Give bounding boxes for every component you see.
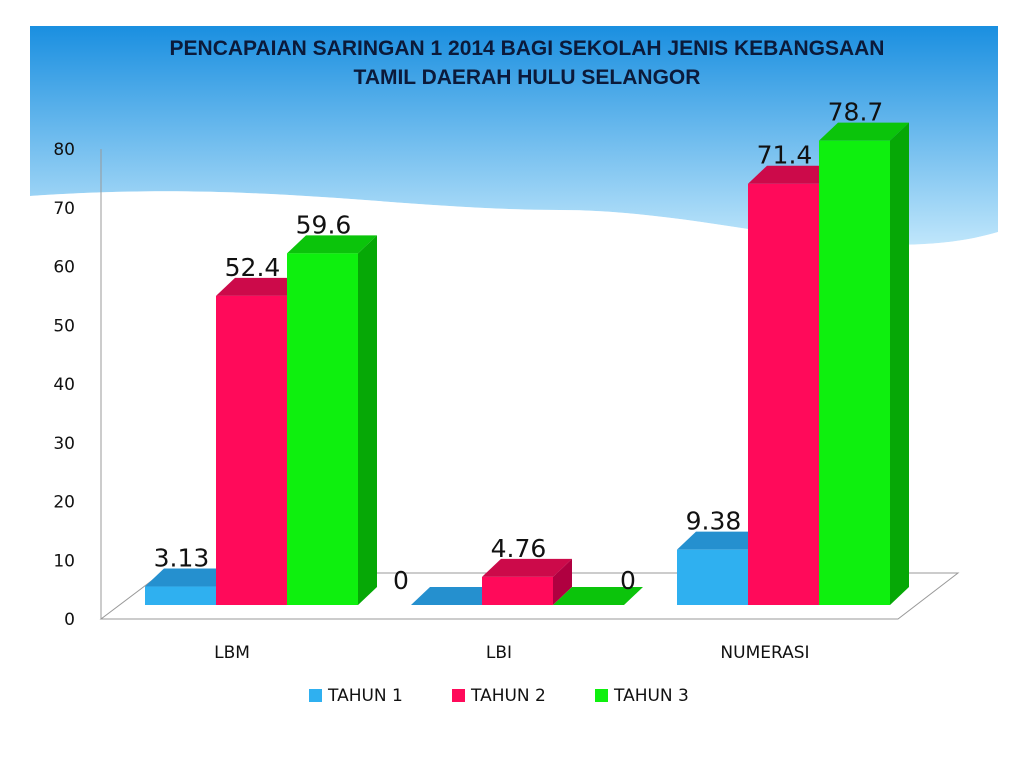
legend-swatch: [452, 689, 465, 702]
bar-front: [677, 549, 748, 605]
legend-item: TAHUN 2: [452, 686, 546, 706]
chart-title-line-1: PENCAPAIAN SARINGAN 1 2014 BAGI SEKOLAH …: [170, 37, 885, 60]
bar-front: [145, 586, 216, 605]
legend: TAHUN 1 TAHUN 2 TAHUN 3: [309, 686, 689, 706]
legend-item: TAHUN 1: [309, 686, 403, 706]
bar-top: [287, 235, 377, 254]
bar-front: [216, 295, 287, 605]
data-label: 52.4: [225, 253, 281, 282]
x-axis: LBM LBI NUMERASI: [214, 643, 809, 663]
bar-front: [482, 576, 553, 605]
y-axis: 0 10 20 30 40 50 60 70 80: [53, 140, 102, 630]
bar-tahun-3-lbi: [553, 587, 643, 605]
bar-top: [411, 587, 501, 605]
bar-front: [819, 140, 890, 606]
x-tick-label: LBI: [486, 643, 512, 663]
bar-tahun-1-lbi: [411, 587, 501, 605]
bar-tahun-1-lbm: [145, 568, 235, 605]
bar-side: [553, 558, 572, 605]
bar-top: [677, 531, 767, 550]
bar-top: [553, 587, 643, 605]
bar-tahun-3-numerasi: [819, 122, 909, 606]
legend-item: TAHUN 3: [595, 686, 689, 706]
bar-front: [287, 253, 358, 606]
bars: [145, 122, 909, 606]
x-tick-label: NUMERASI: [720, 643, 809, 663]
bar-top: [748, 165, 838, 184]
legend-label: TAHUN 2: [470, 686, 546, 706]
y-tick-label: 20: [53, 493, 75, 513]
y-tick-label: 0: [64, 610, 75, 630]
bar-top: [145, 568, 235, 587]
bar-front: [748, 183, 819, 606]
x-tick-label: LBM: [214, 643, 250, 663]
y-tick-label: 60: [53, 258, 75, 278]
chart-title-line-2: TAMIL DAERAH HULU SELANGOR: [354, 66, 701, 89]
data-label: 0: [393, 566, 409, 595]
bar-top: [216, 277, 306, 296]
data-label: 9.38: [686, 507, 742, 536]
bar-top: [819, 122, 909, 141]
data-label: 4.76: [491, 534, 547, 563]
y-tick-label: 30: [53, 434, 75, 454]
legend-label: TAHUN 1: [327, 686, 403, 706]
bar-tahun-2-lbi: [482, 558, 572, 605]
bar-top: [482, 558, 572, 577]
data-label: 78.7: [828, 98, 884, 127]
y-tick-label: 80: [53, 140, 75, 160]
bar-tahun-3-lbm: [287, 235, 377, 606]
data-label: 71.4: [757, 141, 813, 170]
bar-side: [890, 122, 909, 606]
y-tick-label: 50: [53, 316, 75, 336]
bar-side: [358, 235, 377, 606]
data-label: 3.13: [154, 544, 210, 573]
y-tick-label: 10: [53, 551, 75, 571]
y-tick-label: 40: [53, 375, 75, 395]
data-labels: 3.13 52.4 59.6 0 4.76 0 9.38 71.4 78.7: [154, 98, 884, 595]
data-label: 0: [620, 566, 636, 595]
legend-label: TAHUN 3: [613, 686, 689, 706]
y-tick-label: 70: [53, 199, 75, 219]
data-label: 59.6: [296, 210, 352, 239]
legend-swatch: [309, 689, 322, 702]
legend-swatch: [595, 689, 608, 702]
